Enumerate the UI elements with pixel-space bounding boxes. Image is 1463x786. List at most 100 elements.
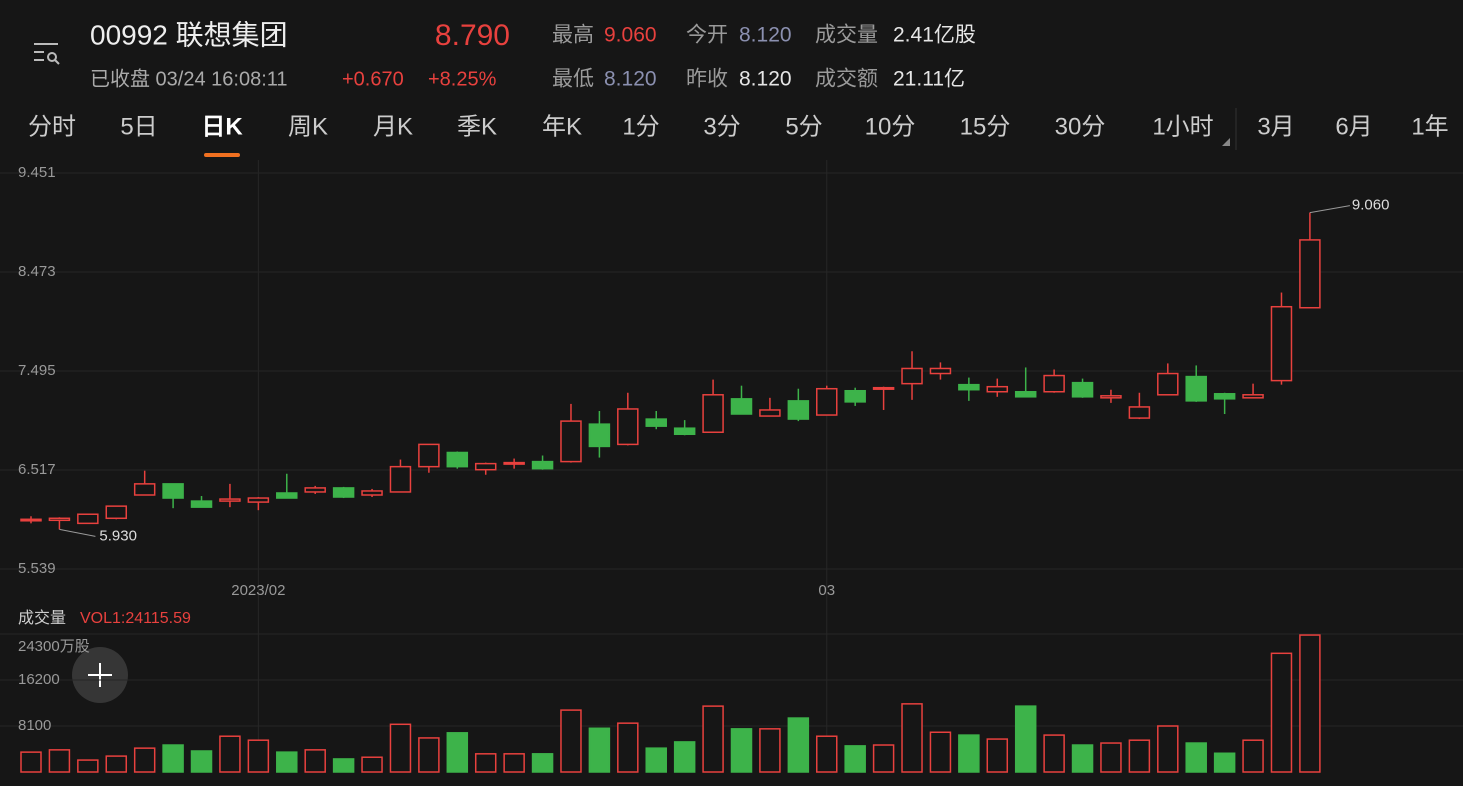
volume-bar [474,753,497,773]
max-annotation: 9.060 [1352,197,1390,214]
candle-body [958,383,980,391]
candle-body [389,465,412,493]
stat-label: 昨收 [686,68,728,91]
tab[interactable]: 1小时 [1152,113,1213,140]
y-tick-label: 16200 [18,671,60,688]
tab[interactable]: 分时 [28,113,76,140]
volume-bar [673,741,696,773]
volume-bar [901,703,923,773]
volume-bar [418,737,440,773]
change: +0.670 [342,68,404,90]
candle-body [588,423,611,448]
y-tick-label: 8.473 [18,263,56,280]
volume-bar [77,759,99,773]
candle-body [105,505,128,520]
volume-bar [986,738,1009,773]
tab[interactable]: 3分 [703,113,740,140]
tab[interactable]: 月K [373,113,413,140]
volume-bar [702,705,724,773]
stat-label: 最高 [552,24,594,47]
volume-bar [1213,752,1236,773]
tab[interactable]: 3月 [1257,113,1294,140]
tab[interactable]: 1分 [622,113,659,140]
volume-bar [1299,634,1321,773]
candle-body [361,490,383,496]
tab[interactable]: 季K [457,113,497,140]
candle-body [929,367,952,375]
candle-body [1071,381,1094,398]
stock-name: 00992 联想集团 [90,19,288,50]
volume-bar [332,758,355,773]
candle-body [1128,406,1151,419]
candle-body [474,462,497,471]
volume-bar [531,753,554,773]
candle-body [247,497,270,503]
candle-body [645,418,667,427]
candle-body [1043,374,1065,393]
candle-body [1014,391,1037,398]
volume-bar [1100,742,1122,773]
stat-value: 21.11亿 [893,68,965,91]
volume-bar [1128,739,1151,773]
volume-bar [816,735,838,773]
plus-icon [88,663,112,687]
tab[interactable]: 5分 [785,113,822,140]
candle-body [1185,375,1207,402]
candle-body [986,385,1009,393]
volume-bar [389,723,412,773]
stat-value: 8.120 [604,68,657,91]
tab[interactable]: 10分 [865,113,916,140]
candle-body [77,513,99,525]
tab[interactable]: 5日 [120,113,157,140]
candle-body [617,408,639,446]
candle-body [1157,372,1179,396]
volume-bar [1242,739,1264,773]
menu-icon[interactable] [34,43,60,65]
volume-bar [20,751,42,773]
tab[interactable]: 30分 [1055,113,1106,140]
candle-body [418,443,440,468]
min-annotation: 5.930 [99,527,137,544]
volume-bar [617,722,639,773]
volume-bar [560,709,582,773]
price: 8.790 [435,19,510,52]
candle-body [1299,239,1321,309]
tab[interactable]: 周K [288,113,328,140]
volume-bar [446,732,469,773]
candle-body [844,389,866,403]
volume-bar [105,755,128,773]
y-tick-label: 9.451 [18,164,56,181]
candle-body [730,398,753,415]
tab[interactable]: 年K [542,113,582,140]
x-tick-label: 2023/02 [231,582,285,599]
x-tick-label: 03 [818,582,835,599]
tab[interactable]: 6月 [1335,113,1372,140]
volume-bar [1270,652,1293,773]
tab[interactable]: 1年 [1411,113,1448,140]
candle-body [901,367,923,385]
candle-body [560,420,582,463]
candle-body [872,386,895,390]
tab[interactable]: 日K [201,113,243,140]
tab[interactable]: 15分 [960,113,1011,140]
candle-body [446,451,469,468]
candle-body [503,461,525,465]
max-pointer [1309,205,1350,214]
volume-bar [872,744,895,773]
candle-body [332,487,355,498]
candle-body [219,498,241,502]
candle-body [1242,394,1264,399]
change-pct: +8.25% [428,68,497,90]
candle-body [133,483,156,496]
stat-value: 9.060 [604,24,657,47]
dropdown-icon [1222,138,1230,146]
stat-value: 8.120 [739,24,792,47]
volume-bar [730,728,753,773]
volume-bar [588,727,611,773]
y-tick-label: 24300万股 [18,638,90,655]
volume-bar [929,731,952,773]
candle-body [276,492,298,499]
y-tick-label: 7.495 [18,362,56,379]
